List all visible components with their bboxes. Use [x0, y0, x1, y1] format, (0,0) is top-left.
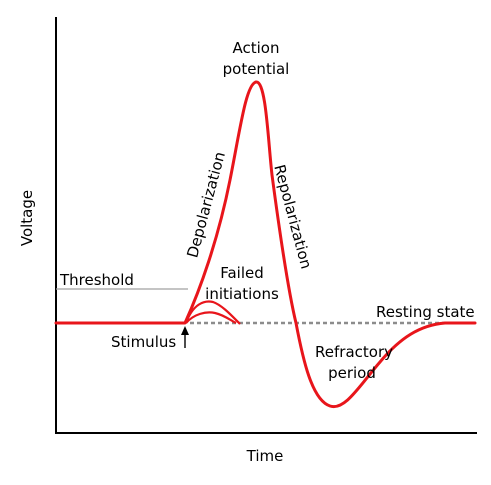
- depolarization-label: Depolarization: [183, 150, 229, 260]
- stimulus-arrow-head: [181, 326, 189, 335]
- refractory-period-label-line1: Refractory: [315, 343, 393, 361]
- failed-initiation-curve-1: [185, 311, 237, 324]
- failed-initiations-label-line1: Failed: [220, 264, 264, 282]
- action-potential-label-line2: potential: [223, 60, 290, 78]
- refractory-period-label-line2: period: [328, 364, 376, 382]
- resting-state-label: Resting state: [376, 303, 475, 321]
- action-potential-label-line1: Action: [233, 39, 280, 57]
- y-axis-label: Voltage: [18, 190, 36, 246]
- failed-initiations-label-line2: initiations: [205, 285, 279, 303]
- action-potential-curve: [54, 80, 477, 409]
- x-axis-label: Time: [246, 447, 284, 465]
- stimulus-label: Stimulus: [111, 333, 176, 351]
- threshold-label: Threshold: [59, 271, 134, 289]
- failed-initiation-curve-2: [184, 300, 241, 325]
